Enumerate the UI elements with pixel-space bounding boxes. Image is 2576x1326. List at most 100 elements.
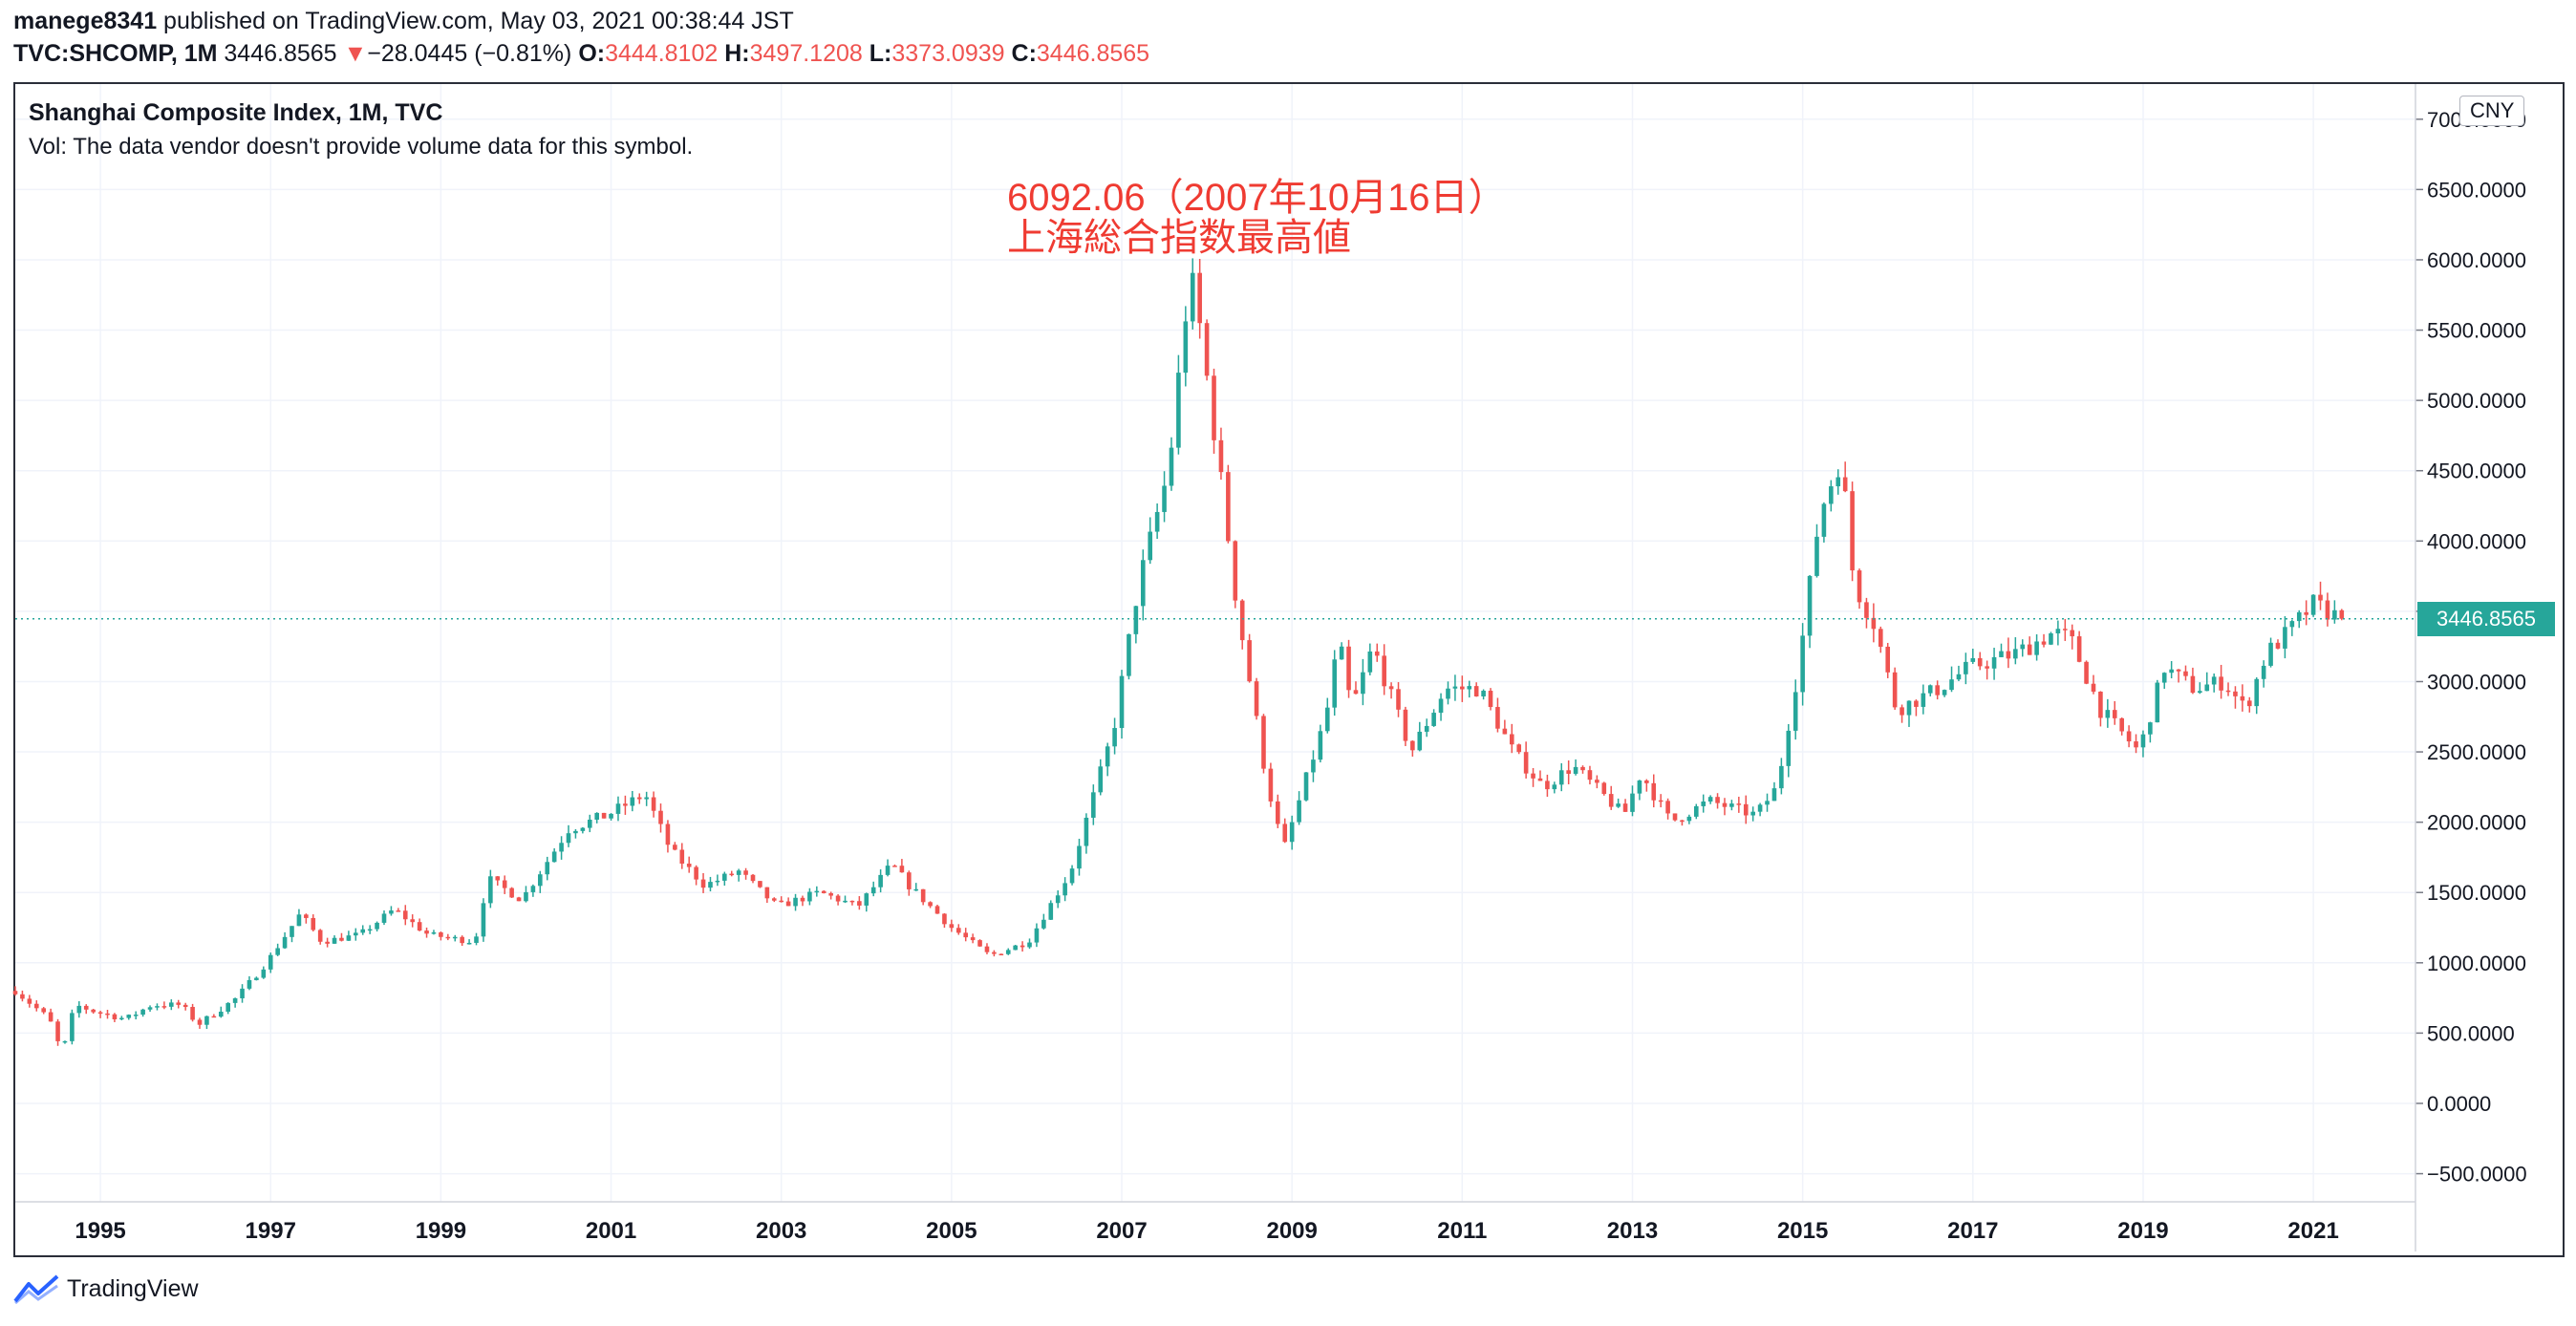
candle-body bbox=[1680, 820, 1685, 823]
candle-body bbox=[1119, 675, 1125, 729]
candle-body bbox=[807, 891, 812, 902]
candle-body bbox=[1842, 477, 1848, 492]
candle-body bbox=[885, 866, 891, 875]
candle-body bbox=[2091, 683, 2096, 692]
candle-body bbox=[1410, 740, 1415, 751]
candle-body bbox=[509, 888, 514, 898]
candle-body bbox=[12, 991, 18, 994]
candle-body bbox=[977, 940, 982, 947]
candle-body bbox=[679, 849, 685, 865]
candle-body bbox=[311, 917, 316, 930]
candle-body bbox=[729, 873, 735, 876]
candle-body bbox=[928, 902, 933, 907]
candle-body bbox=[1473, 686, 1479, 696]
candle-body bbox=[1048, 903, 1054, 920]
candle-body bbox=[1069, 868, 1075, 884]
candle-body bbox=[1169, 447, 1174, 486]
candle-body bbox=[764, 887, 770, 899]
candle-body bbox=[254, 977, 259, 980]
candle-body bbox=[1140, 560, 1146, 607]
y-tick-label: 1500.0000 bbox=[2427, 881, 2526, 905]
y-tick-label: 5500.0000 bbox=[2427, 319, 2526, 343]
candle-body bbox=[636, 797, 642, 800]
candle-body bbox=[708, 882, 713, 888]
candle-body bbox=[381, 913, 387, 923]
candle-body bbox=[1566, 770, 1571, 774]
candle-body bbox=[2289, 621, 2295, 628]
candle-body bbox=[1452, 686, 1458, 689]
candle-body bbox=[2098, 691, 2103, 718]
candle-body bbox=[1105, 746, 1110, 767]
candle-body bbox=[20, 994, 25, 999]
y-tick-label: 4000.0000 bbox=[2427, 529, 2526, 553]
candle-body bbox=[1382, 655, 1386, 687]
candle-body bbox=[566, 833, 571, 844]
candle-body bbox=[1964, 661, 1968, 674]
candle-body bbox=[1814, 536, 1819, 576]
candle-body bbox=[1871, 617, 1877, 630]
candle-body bbox=[1431, 713, 1436, 726]
candle-body bbox=[147, 1007, 153, 1010]
tradingview-brand[interactable]: TradingView bbox=[13, 1273, 199, 1305]
candle-body bbox=[33, 1003, 39, 1009]
candle-body bbox=[1878, 629, 1883, 647]
candle-body bbox=[2225, 690, 2231, 693]
candle-body bbox=[2183, 671, 2188, 676]
candle-body bbox=[155, 1006, 160, 1008]
candle-body bbox=[1190, 272, 1195, 322]
candle-body bbox=[169, 1002, 174, 1007]
candle-body bbox=[1523, 752, 1529, 774]
candle-body bbox=[1127, 633, 1131, 676]
candle-body bbox=[1516, 744, 1522, 753]
candle-body bbox=[1779, 765, 1784, 789]
chart-frame[interactable] bbox=[13, 82, 2565, 1257]
candle-body bbox=[1197, 272, 1202, 324]
tradingview-logo-icon bbox=[13, 1274, 59, 1305]
candle-body bbox=[1743, 803, 1749, 816]
candle-body bbox=[1226, 472, 1231, 542]
candle-body bbox=[2112, 710, 2117, 718]
candle-body bbox=[1956, 674, 1962, 680]
candle-body bbox=[417, 922, 422, 931]
candle-body bbox=[1183, 321, 1189, 374]
candle-body bbox=[339, 937, 344, 941]
candle-body bbox=[1148, 531, 1153, 561]
y-tick-label: 4500.0000 bbox=[2427, 460, 2526, 483]
candle-body bbox=[580, 827, 586, 831]
candle-body bbox=[1254, 681, 1259, 716]
currency-button[interactable]: CNY bbox=[2459, 96, 2525, 126]
candle-body bbox=[2076, 636, 2082, 662]
candle-body bbox=[2211, 676, 2217, 685]
candle-body bbox=[1233, 541, 1238, 601]
candle-body bbox=[551, 851, 557, 863]
candle-body bbox=[1268, 768, 1274, 802]
candle-body bbox=[2261, 665, 2266, 679]
peak-annotation-value: 6092.06（2007年10月16日） bbox=[1007, 177, 1507, 219]
candle-body bbox=[290, 926, 294, 937]
candle-body bbox=[261, 969, 267, 978]
candle-body bbox=[963, 932, 969, 938]
y-tick-label: 6000.0000 bbox=[2427, 248, 2526, 272]
candle-body bbox=[1545, 781, 1550, 790]
candle-body bbox=[2296, 611, 2302, 622]
symbol-interval: TVC:SHCOMP, 1M bbox=[13, 40, 218, 67]
last-price: 3446.8565 bbox=[224, 40, 337, 67]
candle-body bbox=[126, 1015, 132, 1018]
candle-body bbox=[722, 873, 727, 881]
candle-body bbox=[1580, 766, 1585, 771]
down-arrow-icon: ▼ bbox=[343, 40, 368, 67]
candle-body bbox=[27, 998, 32, 1004]
candle-body bbox=[843, 900, 848, 903]
candle-body bbox=[325, 941, 330, 944]
candle-body bbox=[545, 862, 550, 875]
candle-body bbox=[2233, 691, 2238, 696]
x-tick-label: 2015 bbox=[1777, 1218, 1828, 1244]
candle-body bbox=[630, 797, 635, 806]
open-value: 3444.8102 bbox=[605, 40, 719, 67]
candle-body bbox=[1276, 801, 1280, 824]
candle-body bbox=[1446, 688, 1450, 699]
candle-body bbox=[1722, 802, 1728, 807]
candle-body bbox=[1531, 773, 1535, 779]
candle-body bbox=[1133, 606, 1139, 634]
